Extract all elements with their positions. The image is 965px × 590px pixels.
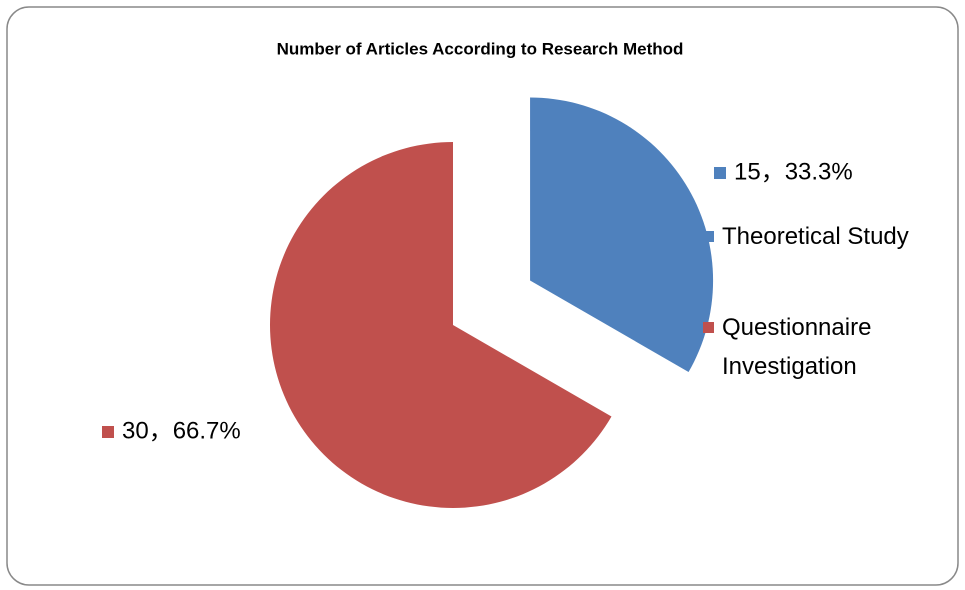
legend-entry: Theoretical Study xyxy=(722,223,909,250)
pie-slice xyxy=(269,142,612,508)
legend-label: Questionnaire Investigation xyxy=(722,314,872,380)
data-label: 15，33.3% xyxy=(734,158,853,185)
legend-label: Theoretical Study xyxy=(722,223,909,250)
data-label-key xyxy=(102,426,114,438)
pie-slice xyxy=(530,97,714,372)
chart-border xyxy=(6,6,959,586)
data-label: 30，66.7% xyxy=(122,417,241,444)
legend-key xyxy=(703,322,714,333)
legend-entry: Questionnaire Investigation xyxy=(722,314,872,380)
chart-title: Number of Articles According to Research… xyxy=(277,39,684,58)
data-label-key xyxy=(714,167,726,179)
legend-key xyxy=(703,231,714,242)
